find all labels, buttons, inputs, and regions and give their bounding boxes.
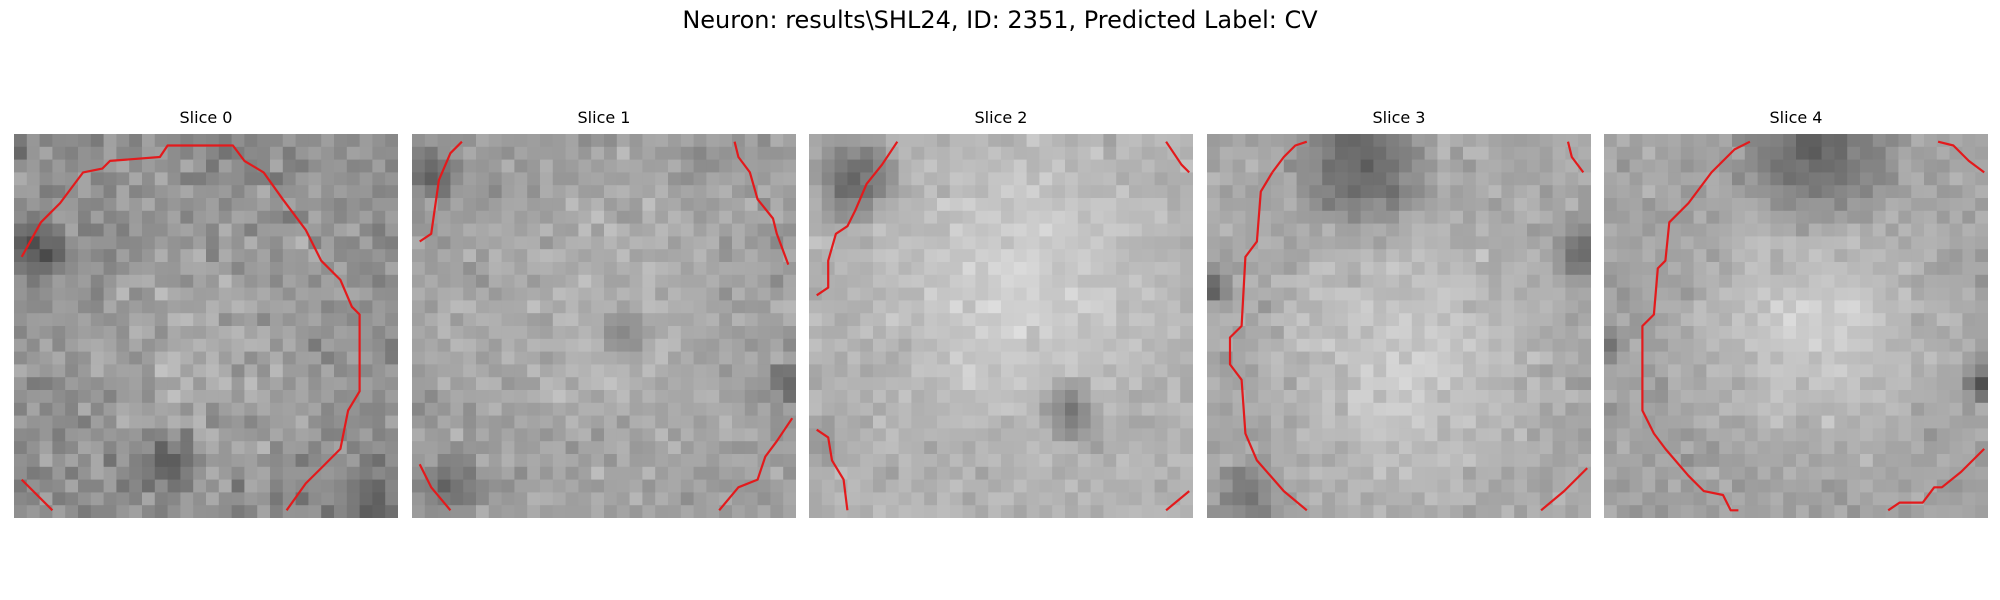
contour-line-1 [733, 141, 790, 265]
slice-title-0: Slice 0 [179, 108, 233, 127]
slice-title-1: Slice 1 [577, 108, 631, 127]
contour-line-3 [718, 417, 794, 512]
slice-image-2 [809, 134, 1193, 518]
slice-image-4-canvas [1604, 134, 1988, 518]
slice-title-4: Slice 4 [1769, 108, 1823, 127]
slice-image-1-canvas [412, 134, 796, 518]
contour-line-3 [1540, 467, 1588, 512]
contour-line-1 [20, 478, 54, 512]
pixel-grid [1207, 134, 1591, 518]
slice-image-2-canvas [809, 134, 1193, 518]
contour-line-2 [418, 463, 452, 512]
figure-title: Neuron: results\SHL24, ID: 2351, Predict… [682, 6, 1318, 34]
contour-line-1 [1165, 141, 1190, 174]
contour-line-2 [1887, 448, 1985, 512]
slice-image-1 [412, 134, 796, 518]
contour-line-0 [1641, 140, 1751, 512]
contour-line-0 [816, 141, 899, 297]
slice-image-4 [1604, 134, 1988, 518]
slice-image-0 [14, 134, 398, 518]
slice-image-0-canvas [14, 134, 398, 518]
pixel-grid [14, 134, 398, 518]
contour-line-1 [1937, 140, 1985, 174]
slice-title-2: Slice 2 [974, 108, 1028, 127]
contour-line-0 [20, 144, 361, 511]
contour-line-0 [419, 140, 463, 243]
contour-line-1 [1228, 171, 1308, 512]
contour-line-2 [1566, 141, 1585, 174]
pixel-grid [412, 134, 796, 518]
pixel-grid [1604, 134, 1988, 518]
slice-image-3 [1207, 134, 1591, 518]
slice-title-3: Slice 3 [1372, 108, 1426, 127]
pixel-grid [809, 134, 1193, 518]
contour-line-2 [816, 428, 849, 511]
contour-line-3 [1165, 490, 1190, 512]
slice-image-3-canvas [1207, 134, 1591, 518]
contour-line-0 [1271, 140, 1308, 174]
